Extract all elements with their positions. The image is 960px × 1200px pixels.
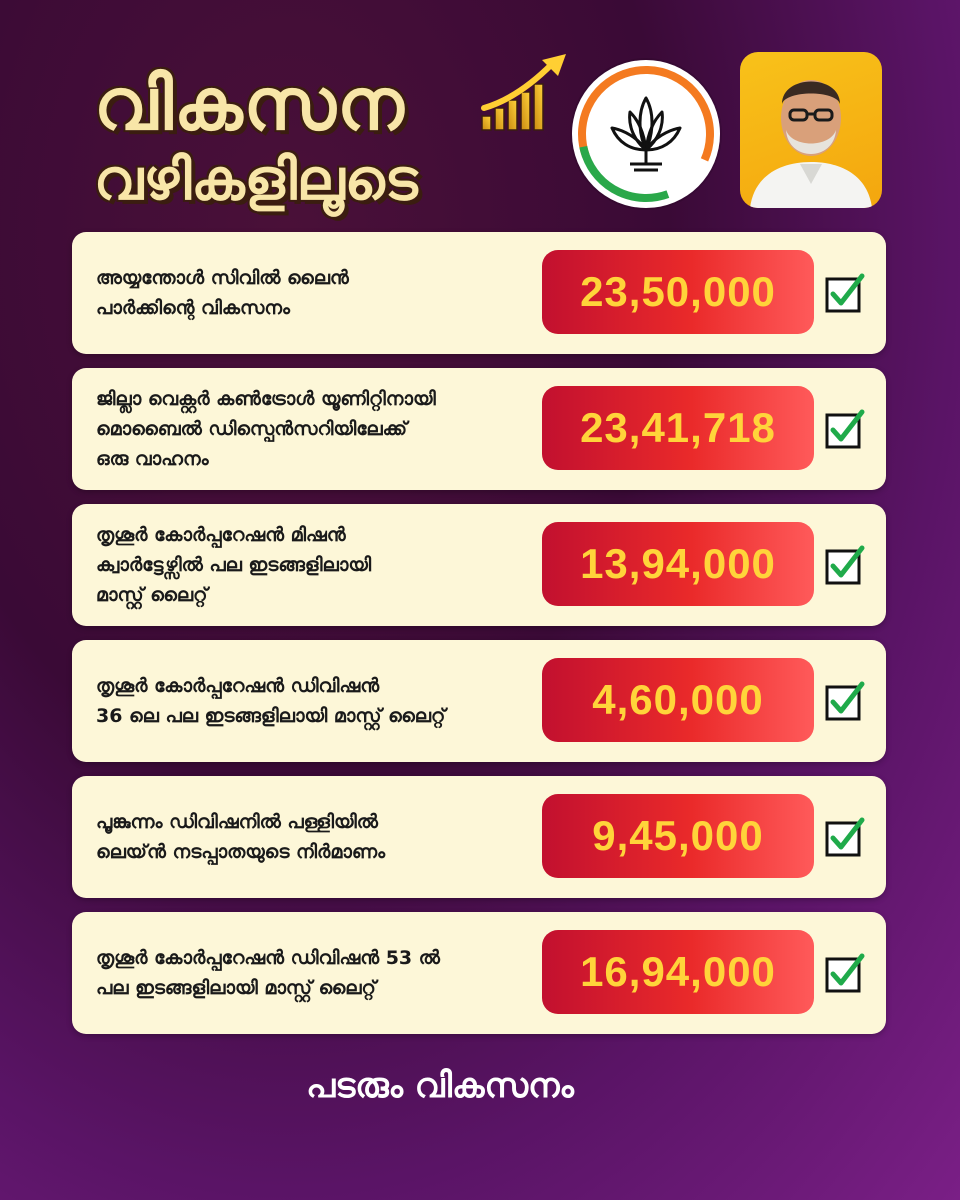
leader-photo [740, 52, 882, 208]
footer-tagline: പടരും വികസനം [306, 1066, 574, 1106]
project-description: തൃശൂർ കോർപ്പറേഷൻ മിഷൻ ക്വാർട്ടേഴ്സിൽ പല … [96, 524, 372, 606]
project-description: ജില്ലാ വെക്റ്റർ കൺട്രോൾ യൂണിറ്റിനായി മൊബ… [96, 388, 436, 470]
project-amount: 23,50,000 [542, 250, 814, 334]
party-logo [572, 60, 720, 208]
check-icon [825, 409, 865, 449]
project-card: തൃശൂർ കോർപ്പറേഷൻ ഡിവിഷൻ 36 ലെ പല ഇടങ്ങളി… [72, 640, 886, 762]
project-amount: 9,45,000 [542, 794, 814, 878]
project-card: തൃശൂർ കോർപ്പറേഷൻ ഡിവിഷൻ 53 ൽ പല ഇടങ്ങളില… [72, 912, 886, 1034]
project-card: അയ്യന്തോൾ സിവിൽ ലൈൻ പാർക്കിന്റെ വികസനം 2… [72, 232, 886, 354]
person-icon [750, 80, 872, 208]
project-description: അയ്യന്തോൾ സിവിൽ ലൈൻ പാർക്കിന്റെ വികസനം [96, 267, 349, 319]
project-amount: 4,60,000 [542, 658, 814, 742]
check-icon [825, 545, 865, 585]
project-description: പൂങ്കുന്നം ഡിവിഷനിൽ പള്ളിയിൽ ലെയ്ൻ നടപ്പ… [96, 811, 386, 863]
lotus-icon [578, 66, 714, 202]
growth-chart-icon [481, 54, 566, 131]
project-card: പൂങ്കുന്നം ഡിവിഷനിൽ പള്ളിയിൽ ലെയ്ൻ നടപ്പ… [72, 776, 886, 898]
project-card: ജില്ലാ വെക്റ്റർ കൺട്രോൾ യൂണിറ്റിനായി മൊബ… [72, 368, 886, 490]
check-icon [825, 953, 865, 993]
project-description: തൃശൂർ കോർപ്പറേഷൻ ഡിവിഷൻ 36 ലെ പല ഇടങ്ങളി… [96, 675, 446, 727]
check-icon [825, 681, 865, 721]
project-amount: 23,41,718 [542, 386, 814, 470]
project-card: തൃശൂർ കോർപ്പറേഷൻ മിഷൻ ക്വാർട്ടേഴ്സിൽ പല … [72, 504, 886, 626]
check-icon [825, 817, 865, 857]
project-amount: 16,94,000 [542, 930, 814, 1014]
headline-line-1: വികസന [94, 62, 405, 146]
headline: വികസന വഴികളിലൂടെ [80, 62, 600, 222]
headline-line-2: വഴികളിലൂടെ [94, 148, 418, 213]
check-icon [825, 273, 865, 313]
project-amount: 13,94,000 [542, 522, 814, 606]
project-description: തൃശൂർ കോർപ്പറേഷൻ ഡിവിഷൻ 53 ൽ പല ഇടങ്ങളില… [96, 947, 440, 999]
